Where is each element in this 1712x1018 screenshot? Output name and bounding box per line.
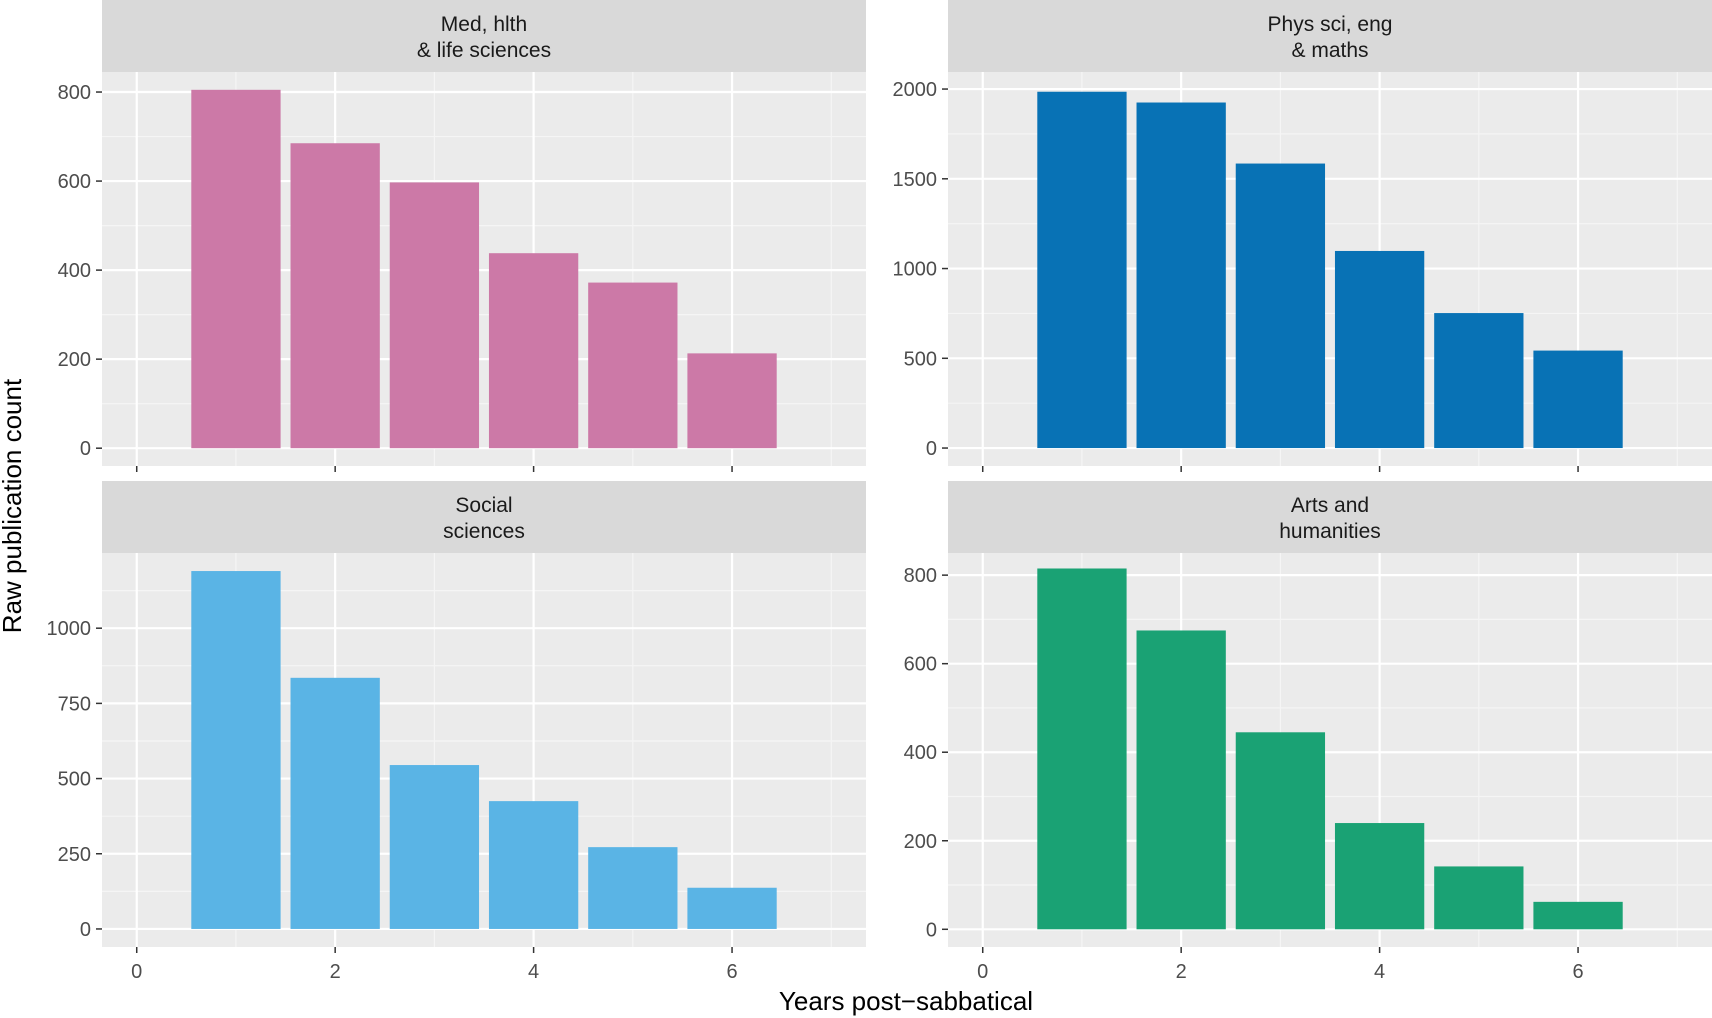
bar [290, 677, 380, 929]
bar [1136, 102, 1226, 449]
x-tick-label: 2 [330, 961, 341, 983]
y-tick-label: 400 [58, 260, 91, 282]
y-tick-label: 1000 [47, 618, 92, 640]
bar [1235, 732, 1326, 930]
facet-strip [102, 0, 866, 72]
y-tick-label: 0 [80, 438, 91, 460]
bar [1037, 568, 1127, 930]
x-tick-label: 0 [131, 961, 142, 983]
bar [488, 253, 579, 449]
y-tick-label: 500 [58, 769, 91, 791]
y-tick-label: 800 [58, 82, 91, 104]
y-tick-label: 200 [58, 349, 91, 371]
bar [1533, 901, 1623, 930]
bar [1037, 91, 1127, 449]
bar [488, 801, 579, 929]
x-tick-label: 0 [977, 961, 988, 983]
bar [1434, 313, 1524, 449]
facet-title-line: & life sciences [417, 39, 551, 62]
facet-strip [102, 481, 866, 553]
y-tick-label: 0 [80, 919, 91, 941]
panel-2: Phys sci, eng & maths 0 500 1000 1500 2000 [893, 0, 1712, 472]
bar [687, 887, 777, 929]
bar [588, 282, 678, 449]
panel-4: Arts and humanities 0 200 400 600 800 0 2 4 6 [904, 481, 1712, 983]
y-tick-label: 250 [58, 844, 91, 866]
x-axis-title: Years post−sabbatical [779, 986, 1033, 1016]
y-tick-label: 750 [58, 693, 91, 715]
y-tick-label: 1000 [893, 259, 938, 281]
bar [191, 89, 281, 449]
y-tick-label: 600 [58, 171, 91, 193]
panels: Med, hlth& life sciences0200400600800Phy… [47, 0, 1712, 983]
y-tick-label: 2000 [893, 79, 938, 101]
bar [1533, 350, 1623, 449]
x-tick-label: 6 [1572, 961, 1583, 983]
facet-title-line: Arts and [1291, 494, 1369, 517]
panel-3: Social sciences 0 250 500 750 1000 0 2 4 6 [47, 481, 866, 983]
x-tick-label: 4 [528, 961, 539, 983]
facet-title-line: sciences [443, 520, 525, 543]
x-tick-label: 6 [726, 961, 737, 983]
y-tick-label: 800 [904, 565, 937, 587]
x-tick-label: 4 [1374, 961, 1385, 983]
facet-strip [948, 0, 1712, 72]
y-tick-label: 500 [904, 348, 937, 370]
bar [588, 847, 678, 929]
bar [191, 571, 281, 929]
facet-title-line: humanities [1279, 520, 1381, 543]
y-axis-title: Raw publication count [0, 378, 27, 633]
y-tick-label: 600 [904, 654, 937, 676]
x-tick-label: 2 [1176, 961, 1187, 983]
bar [1235, 163, 1326, 449]
facet-title-line: & maths [1291, 39, 1368, 62]
facet-title-line: Phys sci, eng [1268, 13, 1393, 36]
facet-title-line: Med, hlth [441, 13, 527, 36]
bar [389, 765, 480, 929]
bar [687, 353, 777, 449]
y-tick-label: 0 [926, 438, 937, 460]
y-tick-label: 200 [904, 831, 937, 853]
panel-1: Med, hlth & life sciences 0 200 400 600 800 [58, 0, 866, 472]
facet-strip [948, 481, 1712, 553]
facet-title-line: Social [455, 494, 512, 517]
y-tick-label: 1500 [893, 169, 938, 191]
y-tick-label: 0 [926, 919, 937, 941]
bar [1136, 630, 1226, 930]
bar [1434, 866, 1524, 930]
bar [1334, 250, 1425, 449]
y-tick-label: 400 [904, 742, 937, 764]
bar [290, 143, 380, 449]
bar [389, 182, 480, 449]
bar [1334, 823, 1425, 930]
